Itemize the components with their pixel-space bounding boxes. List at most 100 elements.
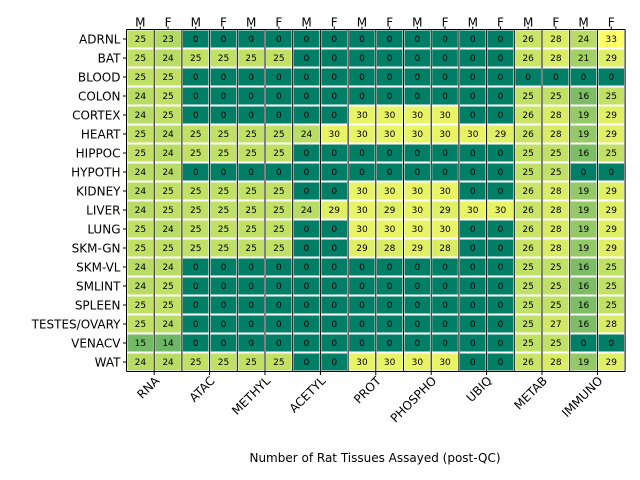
cell-value-label: 0 bbox=[331, 263, 337, 273]
cell-value-label: 0 bbox=[498, 35, 504, 45]
cell-value-label: 0 bbox=[276, 320, 282, 330]
cell-value-label: 24 bbox=[162, 358, 174, 368]
sex-label: F bbox=[331, 16, 338, 30]
assay-labels: RNA ATAC METHYL ACETYL PROT PHOSPHO UBIQ METAB I… bbox=[134, 371, 606, 425]
cell-value-label: 24 bbox=[135, 206, 147, 216]
cell-value-label: 0 bbox=[498, 263, 504, 273]
cell-value-label: 0 bbox=[193, 282, 199, 292]
sex-label: F bbox=[165, 16, 172, 30]
cell-value-label: 25 bbox=[135, 35, 146, 45]
cell-value-label: 25 bbox=[162, 111, 173, 121]
cell-value-label: 0 bbox=[276, 168, 282, 178]
cell-value-label: 24 bbox=[162, 54, 174, 64]
cell-value-label: 26 bbox=[522, 244, 534, 254]
cell-value-label: 30 bbox=[356, 206, 368, 216]
cell-value-label: 0 bbox=[221, 320, 227, 330]
cell-value-label: 0 bbox=[359, 339, 365, 349]
tissue-label: KIDNEY bbox=[76, 185, 121, 199]
cell-value-label: 29 bbox=[606, 111, 618, 121]
tissue-label: SKM-VL bbox=[76, 261, 121, 275]
cell-value-label: 0 bbox=[387, 263, 393, 273]
cell-value-label: 25 bbox=[522, 263, 533, 273]
sex-label: F bbox=[386, 16, 393, 30]
cell-value-label: 25 bbox=[550, 263, 561, 273]
cell-value-label: 16 bbox=[578, 263, 590, 273]
cell-value-label: 0 bbox=[470, 244, 476, 254]
cell-value-label: 25 bbox=[273, 358, 284, 368]
cell-value-label: 0 bbox=[442, 282, 448, 292]
cell-value-label: 0 bbox=[387, 35, 393, 45]
cell-value-label: 30 bbox=[412, 358, 424, 368]
cell-value-label: 0 bbox=[221, 168, 227, 178]
cell-value-label: 0 bbox=[359, 320, 365, 330]
cell-value-label: 0 bbox=[581, 73, 587, 83]
cell-value-label: 0 bbox=[193, 111, 199, 121]
cell-value-label: 24 bbox=[301, 206, 313, 216]
assay-label: PROT bbox=[351, 373, 384, 406]
sex-label: M bbox=[135, 16, 145, 30]
cell-value-label: 25 bbox=[550, 92, 561, 102]
cell-value-label: 0 bbox=[221, 35, 227, 45]
cell-value-label: 0 bbox=[331, 358, 337, 368]
cell-value-label: 0 bbox=[498, 54, 504, 64]
cell-value-label: 0 bbox=[221, 301, 227, 311]
sex-label: F bbox=[497, 16, 504, 30]
cell-value-label: 24 bbox=[162, 149, 174, 159]
tissue-label: SPLEEN bbox=[75, 299, 121, 313]
cell-value-label: 25 bbox=[606, 282, 617, 292]
cell-value-label: 27 bbox=[550, 320, 561, 330]
cell-value-label: 25 bbox=[245, 187, 256, 197]
cell-value-label: 0 bbox=[498, 358, 504, 368]
cell-value-label: 26 bbox=[522, 225, 534, 235]
cell-value-label: 25 bbox=[273, 244, 284, 254]
cell-value-label: 26 bbox=[522, 206, 534, 216]
cell-value-label: 28 bbox=[384, 244, 396, 254]
cell-value-label: 0 bbox=[331, 111, 337, 121]
cell-value-label: 29 bbox=[606, 225, 618, 235]
cell-value-label: 0 bbox=[193, 301, 199, 311]
cell-value-label: 30 bbox=[384, 187, 396, 197]
cell-value-label: 19 bbox=[578, 206, 590, 216]
cell-value-label: 0 bbox=[387, 73, 393, 83]
cell-value-label: 0 bbox=[221, 111, 227, 121]
cell-value-label: 25 bbox=[273, 206, 284, 216]
cell-value-label: 25 bbox=[162, 244, 173, 254]
cell-value-label: 0 bbox=[359, 301, 365, 311]
cell-value-label: 0 bbox=[221, 339, 227, 349]
cell-value-label: 25 bbox=[550, 339, 561, 349]
cell-value-label: 30 bbox=[384, 358, 396, 368]
cell-value-label: 25 bbox=[218, 225, 229, 235]
cell-value-label: 28 bbox=[550, 187, 562, 197]
cell-value-label: 19 bbox=[578, 225, 590, 235]
cell-value-label: 24 bbox=[135, 282, 147, 292]
cell-value-label: 25 bbox=[218, 54, 229, 64]
cell-value-label: 30 bbox=[495, 206, 507, 216]
tissue-label: COLON bbox=[78, 90, 121, 104]
cell-value-label: 24 bbox=[162, 225, 174, 235]
sex-label: M bbox=[357, 16, 367, 30]
cell-value-label: 0 bbox=[331, 187, 337, 197]
cell-value-label: 0 bbox=[470, 339, 476, 349]
cell-value-label: 28 bbox=[550, 358, 562, 368]
cell-value-label: 0 bbox=[470, 149, 476, 159]
cell-value-label: 25 bbox=[162, 282, 173, 292]
cell-value-label: 24 bbox=[162, 168, 174, 178]
cell-value-label: 25 bbox=[135, 244, 146, 254]
cell-value-label: 0 bbox=[470, 358, 476, 368]
cell-value-label: 25 bbox=[245, 149, 256, 159]
cell-value-label: 0 bbox=[470, 54, 476, 64]
assay-label: UBIQ bbox=[464, 374, 495, 405]
cell-value-label: 0 bbox=[470, 73, 476, 83]
cell-value-label: 0 bbox=[498, 92, 504, 102]
cell-value-label: 0 bbox=[498, 73, 504, 83]
tissue-label: SMLINT bbox=[76, 280, 121, 294]
sex-label: M bbox=[301, 16, 311, 30]
cell-value-label: 24 bbox=[135, 92, 147, 102]
cell-value-label: 0 bbox=[414, 73, 420, 83]
cell-value-label: 0 bbox=[248, 263, 254, 273]
cell-value-label: 29 bbox=[356, 244, 368, 254]
tissue-labels: ADRNL BAT BLOOD COLON CORTEX HEART HIPPOC HYPOT… bbox=[31, 33, 127, 370]
cell-value-label: 0 bbox=[331, 339, 337, 349]
cell-value-label: 25 bbox=[190, 149, 201, 159]
cell-value-label: 0 bbox=[221, 73, 227, 83]
